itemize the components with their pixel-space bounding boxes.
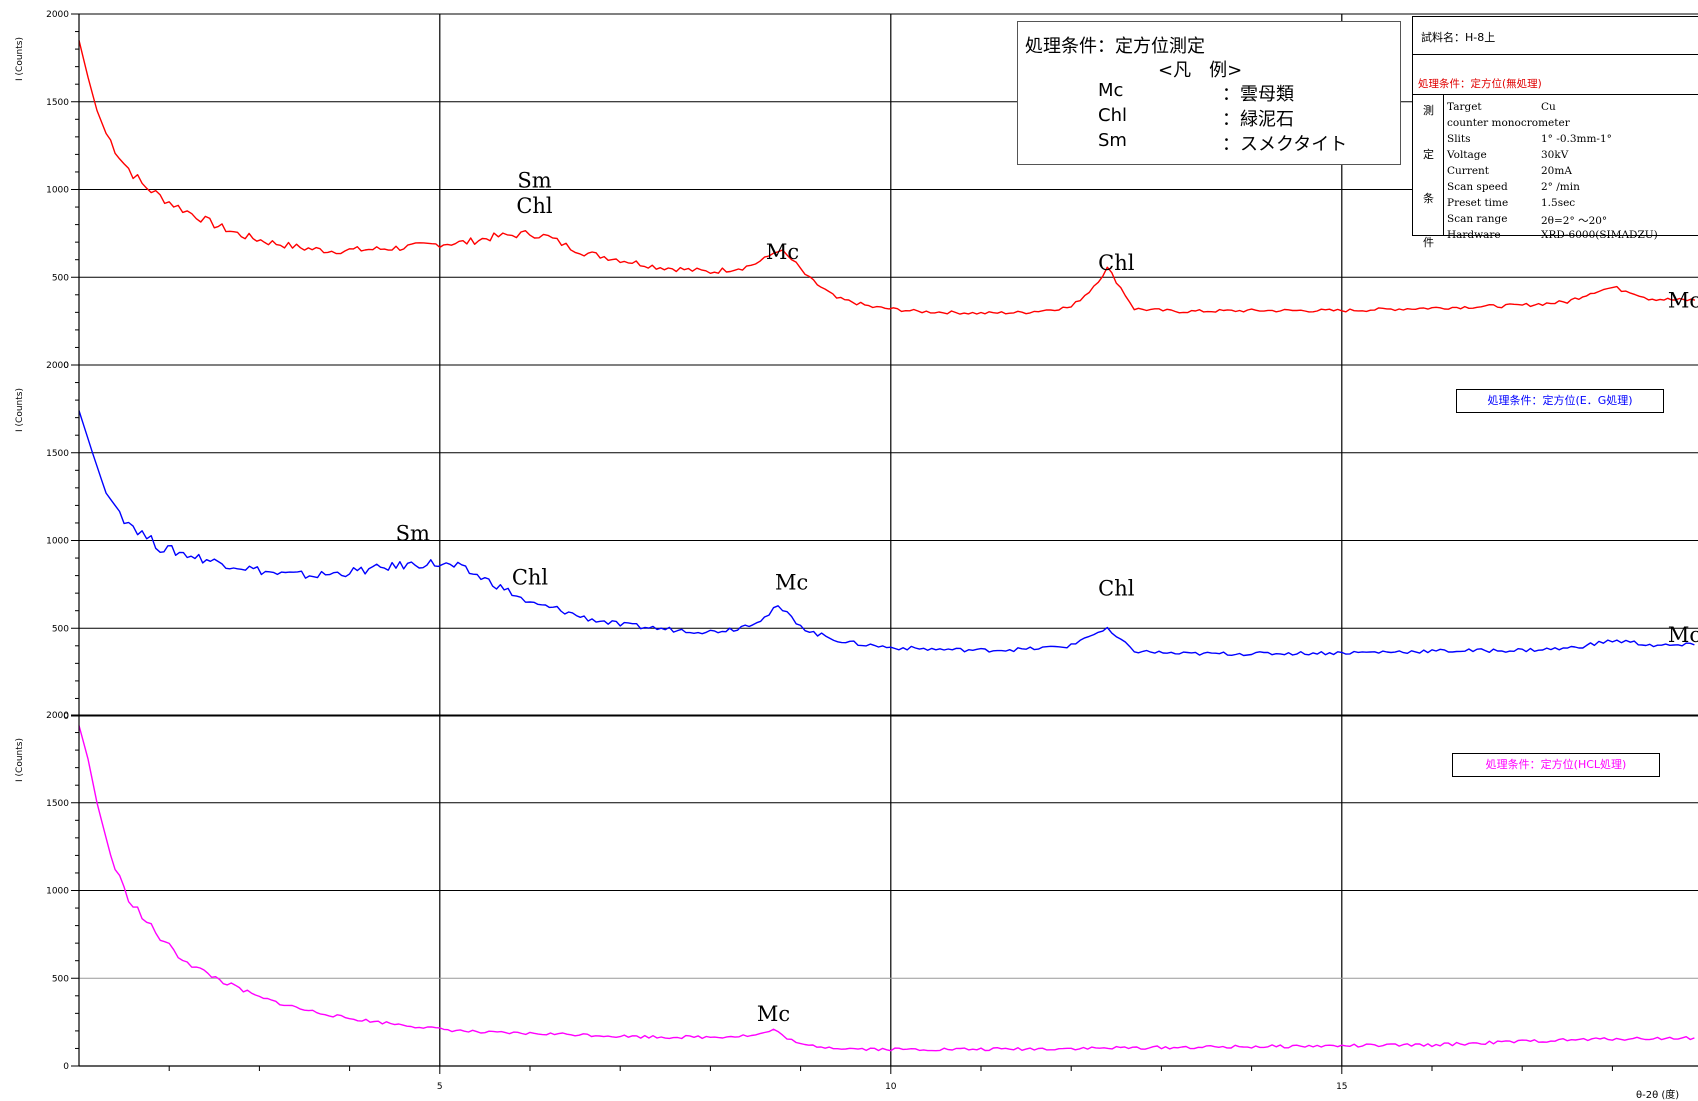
axis-layer: 5 10 15 0 500 1000 1500 2000 I (Counts) 0 500 1000 1… xyxy=(15,10,1698,1092)
meas-value-voltage: 30kV xyxy=(1541,149,1569,161)
y-tick-label-untreated-1000: 1000 xyxy=(46,186,69,196)
sample-name-row: 試料名：H-8上 xyxy=(1413,17,1698,55)
side-char-2: 定 xyxy=(1423,148,1434,161)
meas-label-target: Target xyxy=(1447,101,1482,113)
meas-label-scan-speed: Scan speed xyxy=(1447,181,1508,193)
side-char-3: 条 xyxy=(1423,192,1434,205)
y-tick-label-hcl-1000: 1000 xyxy=(46,887,69,897)
y-axis-label-untreated: I (Counts) xyxy=(15,37,25,81)
y-tick-label-eg-0: 0 xyxy=(63,712,69,722)
peak-label-untreated-mc-2: Mc xyxy=(766,240,799,264)
y-axis-label-eg: I (Counts) xyxy=(15,388,25,432)
y-tick-label-hcl-2000: 2000 xyxy=(46,711,69,721)
condition-row: 処理条件：定方位(無処理) xyxy=(1413,54,1698,95)
peak-label-untreated-mc-4: Mc xyxy=(1668,288,1698,312)
side-char-4: 件 xyxy=(1423,236,1434,249)
y-tick-label-hcl-0: 0 xyxy=(63,1062,69,1072)
meas-value-target: Cu xyxy=(1541,101,1556,113)
meas-value-slits: 1° -0.3mm-1° xyxy=(1541,133,1612,145)
legend-abbr-chl: Chl xyxy=(1098,105,1127,126)
y-tick-label-untreated-0: 0 xyxy=(63,361,69,371)
peak-label-eg-chl-1: Chl xyxy=(512,565,549,589)
peak-label-untreated-chl-3: Chl xyxy=(1098,251,1135,275)
y-tick-label-untreated-1500: 1500 xyxy=(46,98,69,108)
meas-label-hardware: Hardware xyxy=(1447,229,1501,241)
sample-name: 試料名：H-8上 xyxy=(1421,31,1496,44)
x-axis-unit-label: θ-2θ (度) xyxy=(1636,1090,1680,1101)
trace-hcl xyxy=(78,725,1695,1052)
peak-label-eg-mc-4: Mc xyxy=(1668,623,1698,647)
meas-value-current: 20mA xyxy=(1541,165,1572,177)
legend-desc-chl: ：緑泥石 xyxy=(1222,109,1294,130)
measurement-info-box: 試料名：H-8上 処理条件：定方位(無処理) 測 定 条 件 Target Cu… xyxy=(1412,16,1698,249)
meas-label-voltage: Voltage xyxy=(1447,149,1487,161)
x-tick-label-10: 10 xyxy=(885,1082,897,1092)
y-tick-label-eg-2000: 2000 xyxy=(46,361,69,371)
condition-label-eg: 処理条件：定方位(E．G処理) xyxy=(1456,389,1664,413)
y-tick-label-eg-1500: 1500 xyxy=(46,449,69,459)
label-layer: SmChlMcChlMcChlSmChlMcChlMcChlMc xyxy=(396,169,1698,1027)
meas-label-preset-time: Preset time xyxy=(1447,197,1509,209)
y-axis-label-hcl: I (Counts) xyxy=(15,738,25,782)
condition-label-hcl: 処理条件：定方位(HCL処理) xyxy=(1452,753,1660,777)
peak-label-untreated-chl-1: Chl xyxy=(516,194,553,218)
grid-layer xyxy=(79,13,1698,1067)
peak-label-untreated-sm-0: Sm xyxy=(517,169,551,193)
legend-desc-mc: ：雲母類 xyxy=(1222,84,1294,105)
legend-abbr-sm: Sm xyxy=(1098,130,1127,151)
legend-title: 処理条件：定方位測定 xyxy=(1025,36,1205,57)
peak-label-eg-mc-2: Mc xyxy=(775,571,808,595)
trace-eg xyxy=(78,410,1695,657)
peak-label-eg-chl-3: Chl xyxy=(1098,576,1135,600)
y-tick-label-untreated-2000: 2000 xyxy=(46,10,69,20)
meas-value-scan-range: 2θ=2° ～20° xyxy=(1541,215,1608,227)
y-tick-label-eg-500: 500 xyxy=(52,624,69,634)
measurement-side-label: 測 定 条 件 xyxy=(1413,94,1444,249)
y-tick-label-untreated-500: 500 xyxy=(52,273,69,283)
meas-label-current: Current xyxy=(1447,165,1490,177)
peak-label-eg-sm-0: Sm xyxy=(396,522,430,546)
y-tick-label-hcl-500: 500 xyxy=(52,974,69,984)
meas-value-scan-speed: 2° /min xyxy=(1541,181,1580,193)
legend-abbr-mc: Mc xyxy=(1098,80,1124,101)
trace-layer xyxy=(78,40,1696,1052)
legend-subtitle: <凡 例> xyxy=(1158,60,1243,81)
side-char-1: 測 xyxy=(1423,104,1434,117)
meas-label-counter: counter monocrometer xyxy=(1447,117,1570,129)
meas-value-preset-time: 1.5sec xyxy=(1541,197,1576,209)
meas-value-hardware: XRD-6000(SIMADZU) xyxy=(1541,229,1658,241)
x-tick-label-15: 15 xyxy=(1336,1082,1347,1092)
meas-label-slits: Slits xyxy=(1447,133,1471,145)
legend-box: 処理条件：定方位測定 <凡 例> Mc ：雲母類 Chl ：緑泥石 Sm ：スメ… xyxy=(1017,21,1401,165)
peak-label-hcl-mc-0: Mc xyxy=(757,1002,790,1026)
info-condition-label: 処理条件：定方位(無処理) xyxy=(1418,78,1542,90)
trace-untreated xyxy=(78,40,1696,315)
legend-desc-sm: ：スメクタイト xyxy=(1222,134,1348,155)
x-tick-label-5: 5 xyxy=(437,1082,443,1092)
meas-label-scan-range: Scan range xyxy=(1447,213,1508,225)
y-tick-label-eg-1000: 1000 xyxy=(46,537,69,547)
y-tick-label-hcl-1500: 1500 xyxy=(46,799,69,809)
